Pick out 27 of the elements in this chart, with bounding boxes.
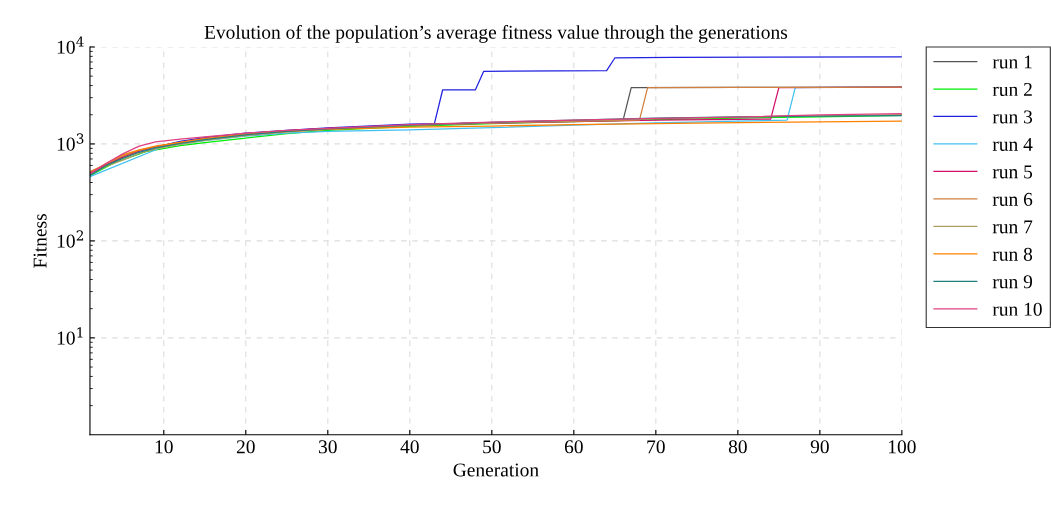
legend-label: run 10 xyxy=(992,302,1042,316)
y-axis-title: Fitness xyxy=(33,214,47,268)
legend-label: run 1 xyxy=(992,55,1032,69)
x-tick-label: 100 xyxy=(888,440,916,454)
legend-label: run 8 xyxy=(992,247,1033,261)
x-tick-label: 40 xyxy=(400,440,419,454)
x-tick-label: 70 xyxy=(647,440,665,454)
legend-label: run 4 xyxy=(992,137,1033,151)
x-tick-label: 80 xyxy=(728,440,747,454)
legend-label: run 2 xyxy=(992,82,1032,97)
y-tick-label: 10$^{2}$ xyxy=(57,230,84,248)
y-tick-label: 10$^{4}$ xyxy=(57,36,84,54)
legend-label: run 5 xyxy=(992,165,1033,179)
legend-label: run 3 xyxy=(992,110,1033,124)
x-tick-label: 30 xyxy=(319,440,337,454)
chart-title: Evolution of the population’s average fitness value through the generations xyxy=(204,24,788,43)
legend-label: run 7 xyxy=(992,220,1033,234)
x-tick-label: 50 xyxy=(483,440,501,454)
y-tick-label: 10$^{1}$ xyxy=(57,327,83,345)
legend-label: run 6 xyxy=(992,192,1033,206)
x-tick-label: 10 xyxy=(155,440,173,454)
legend-label: run 9 xyxy=(992,275,1033,289)
x-axis-title: Generation xyxy=(453,463,539,477)
x-tick-label: 20 xyxy=(236,440,255,454)
y-tick-label: 10$^{3}$ xyxy=(57,133,84,151)
x-tick-label: 60 xyxy=(564,440,583,454)
x-tick-label: 90 xyxy=(810,440,829,454)
